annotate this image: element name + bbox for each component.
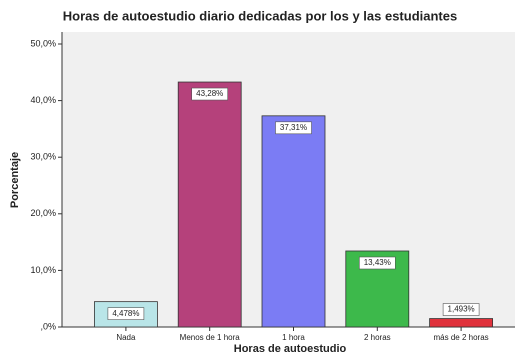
value-label: 13,43% xyxy=(364,258,391,267)
value-label-box xyxy=(275,121,312,135)
value-label: 43,28% xyxy=(196,89,223,98)
x-tick-label: 2 horas xyxy=(364,333,391,342)
bar xyxy=(177,81,242,328)
x-tick-label: 1 hora xyxy=(282,333,305,342)
y-tick-label: 10,0% xyxy=(30,265,56,275)
bar xyxy=(429,318,494,328)
value-label: 1,493% xyxy=(448,305,475,314)
value-label-box xyxy=(442,303,480,316)
bar xyxy=(261,115,326,328)
y-axis-title: Porcentaje xyxy=(9,152,21,208)
y-tick-label: 40,0% xyxy=(30,95,56,105)
value-label: 37,31% xyxy=(280,123,307,132)
y-tick-label: 20,0% xyxy=(30,208,56,218)
y-tick-label: ,0% xyxy=(40,321,56,331)
y-tick-label: 50,0% xyxy=(30,38,56,48)
x-tick-label: Menos de 1 hora xyxy=(180,333,241,342)
value-label-box xyxy=(358,256,396,270)
chart-title: Horas de autoestudio diario dedicadas po… xyxy=(63,8,457,23)
x-tick-label: más de 2 horas xyxy=(434,333,489,342)
value-label-box xyxy=(107,307,145,320)
value-label-box xyxy=(191,87,228,101)
value-label: 4,478% xyxy=(112,309,139,318)
y-tick-label: 30,0% xyxy=(30,152,56,162)
x-axis-title: Horas de autoestudio xyxy=(234,343,347,355)
x-tick-label: Nada xyxy=(116,333,136,342)
